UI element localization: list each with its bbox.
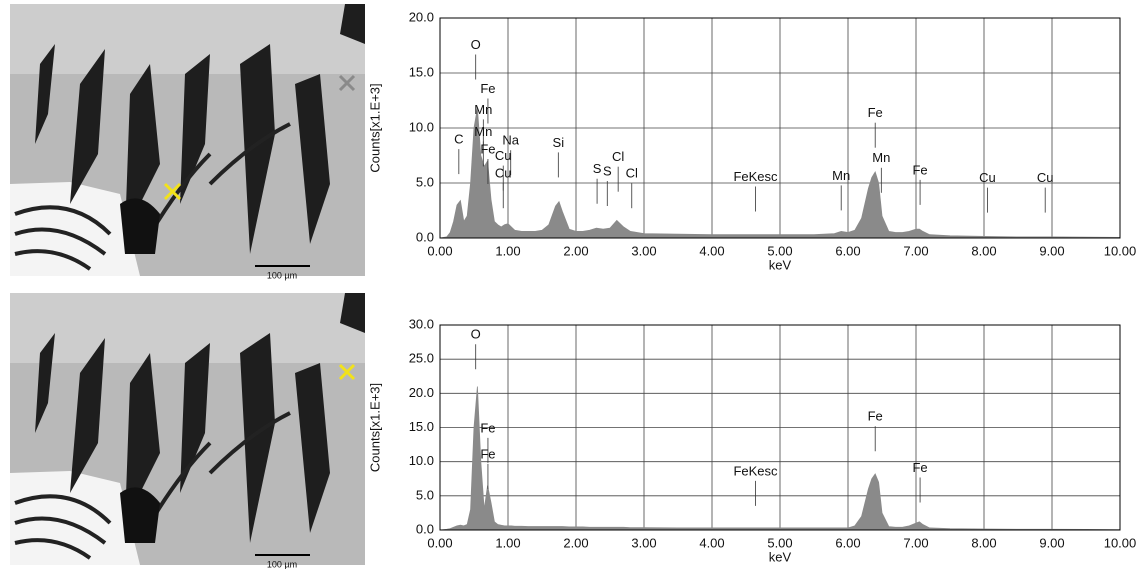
x-tick-label: 5.00	[767, 535, 792, 550]
x-tick-label: 10.00	[1104, 243, 1137, 258]
peak-label: Cu	[1037, 170, 1054, 185]
plot-frame	[439, 17, 1121, 239]
peak-label: Cu	[979, 170, 996, 185]
y-tick-label: 0.0	[416, 521, 434, 536]
y-tick-label: 20.0	[409, 9, 434, 24]
x-tick-label: 9.00	[1039, 243, 1064, 258]
y-tick-label: 5.0	[416, 487, 434, 502]
peak-label: Fe	[912, 162, 927, 177]
x-tick-label: 4.00	[699, 243, 724, 258]
plot-frame	[439, 324, 1121, 531]
y-tick-label: 10.0	[409, 453, 434, 468]
peak-label: Fe	[480, 446, 495, 461]
peak-label: Fe	[480, 81, 495, 96]
y-tick-label: 30.0	[409, 316, 434, 331]
x-axis-title: keV	[769, 549, 792, 564]
x-tick-label: 5.00	[767, 243, 792, 258]
peak-label: O	[471, 327, 481, 342]
scale-label: 100 µm	[267, 559, 297, 569]
x-tick-label: 3.00	[631, 243, 656, 258]
y-tick-label: 15.0	[409, 64, 434, 79]
peak-label: Fe	[868, 409, 883, 424]
peak-label: C	[454, 132, 463, 147]
x-axis-title: keV	[769, 257, 792, 272]
sem-image: 100 µm	[8, 291, 367, 569]
sem-image: 100 µm	[8, 2, 367, 280]
peak-label: Cu	[495, 166, 512, 181]
x-tick-label: 10.00	[1104, 535, 1137, 550]
x-tick-label: 1.00	[495, 243, 520, 258]
peak-label: O	[471, 37, 481, 52]
peak-label: S	[603, 163, 612, 178]
peak-label: Si	[553, 135, 565, 150]
spectrum-area	[439, 108, 1121, 239]
x-tick-label: 0.00	[427, 535, 452, 550]
x-tick-label: 7.00	[903, 535, 928, 550]
scale-label: 100 µm	[267, 270, 297, 280]
y-tick-label: 20.0	[409, 385, 434, 400]
y-tick-label: 5.0	[416, 174, 434, 189]
peak-label: FeKesc	[733, 463, 778, 478]
y-axis-title: Counts[x1.E+3]	[367, 383, 382, 472]
x-tick-label: 1.00	[495, 535, 520, 550]
x-tick-label: 2.00	[563, 535, 588, 550]
peak-label: Fe	[868, 105, 883, 120]
y-tick-label: 0.0	[416, 229, 434, 244]
x-tick-label: 4.00	[699, 535, 724, 550]
peak-label: Cl	[612, 149, 624, 164]
y-tick-label: 25.0	[409, 351, 434, 366]
y-axis-title: Counts[x1.E+3]	[367, 83, 382, 172]
peak-label: Fe	[912, 460, 927, 475]
peak-label: FeKesc	[733, 169, 778, 184]
peak-label: Mn	[474, 124, 492, 139]
x-tick-label: 0.00	[427, 243, 452, 258]
x-tick-label: 2.00	[563, 243, 588, 258]
x-tick-label: 6.00	[835, 243, 860, 258]
y-tick-label: 10.0	[409, 119, 434, 134]
x-tick-label: 3.00	[631, 535, 656, 550]
peak-label: Mn	[474, 102, 492, 117]
peak-label: Cl	[626, 166, 638, 181]
y-tick-label: 15.0	[409, 419, 434, 434]
x-tick-label: 6.00	[835, 535, 860, 550]
peak-label: Na	[502, 133, 519, 148]
peak-label: S	[593, 161, 602, 176]
peak-label: Mn	[872, 150, 890, 165]
x-tick-label: 9.00	[1039, 535, 1064, 550]
peak-label: Fe	[480, 141, 495, 156]
peak-label: Cu	[495, 148, 512, 163]
peak-label: Fe	[480, 420, 495, 435]
x-tick-label: 7.00	[903, 243, 928, 258]
peak-label: Mn	[832, 168, 850, 183]
spectrum-area	[439, 386, 1121, 531]
x-tick-label: 8.00	[971, 535, 996, 550]
x-tick-label: 8.00	[971, 243, 996, 258]
